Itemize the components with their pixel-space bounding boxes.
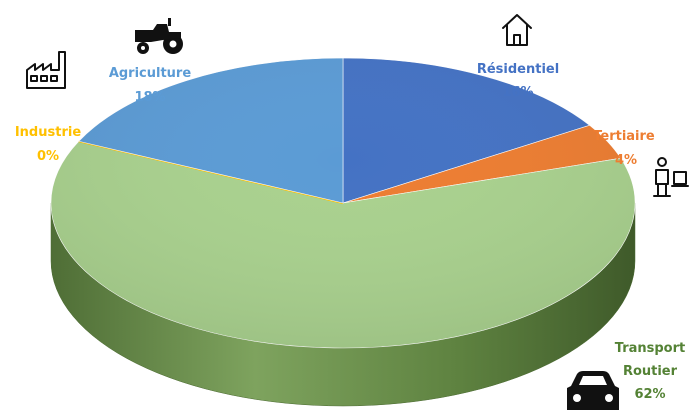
value-industrie: 0% — [37, 149, 59, 164]
label-transport-line1: Transport — [615, 341, 685, 356]
labels: Agriculture 18% Résidentiel 16% Industri… — [15, 62, 685, 402]
label-agriculture: Agriculture — [109, 66, 192, 81]
value-transport: 62% — [634, 387, 665, 402]
label-tertiaire: Tertiaire — [593, 129, 655, 144]
house-icon — [502, 14, 532, 46]
office-worker-icon — [653, 157, 689, 197]
value-residentiel: 16% — [502, 85, 533, 100]
factory-icon — [26, 51, 66, 89]
label-transport-line2: Routier — [623, 364, 678, 379]
label-industrie: Industrie — [15, 125, 81, 140]
car-icon — [567, 371, 619, 410]
value-agriculture: 18% — [134, 90, 165, 105]
label-residentiel: Résidentiel — [477, 62, 559, 77]
tractor-icon — [135, 18, 183, 54]
value-tertiaire: 4% — [615, 153, 637, 168]
